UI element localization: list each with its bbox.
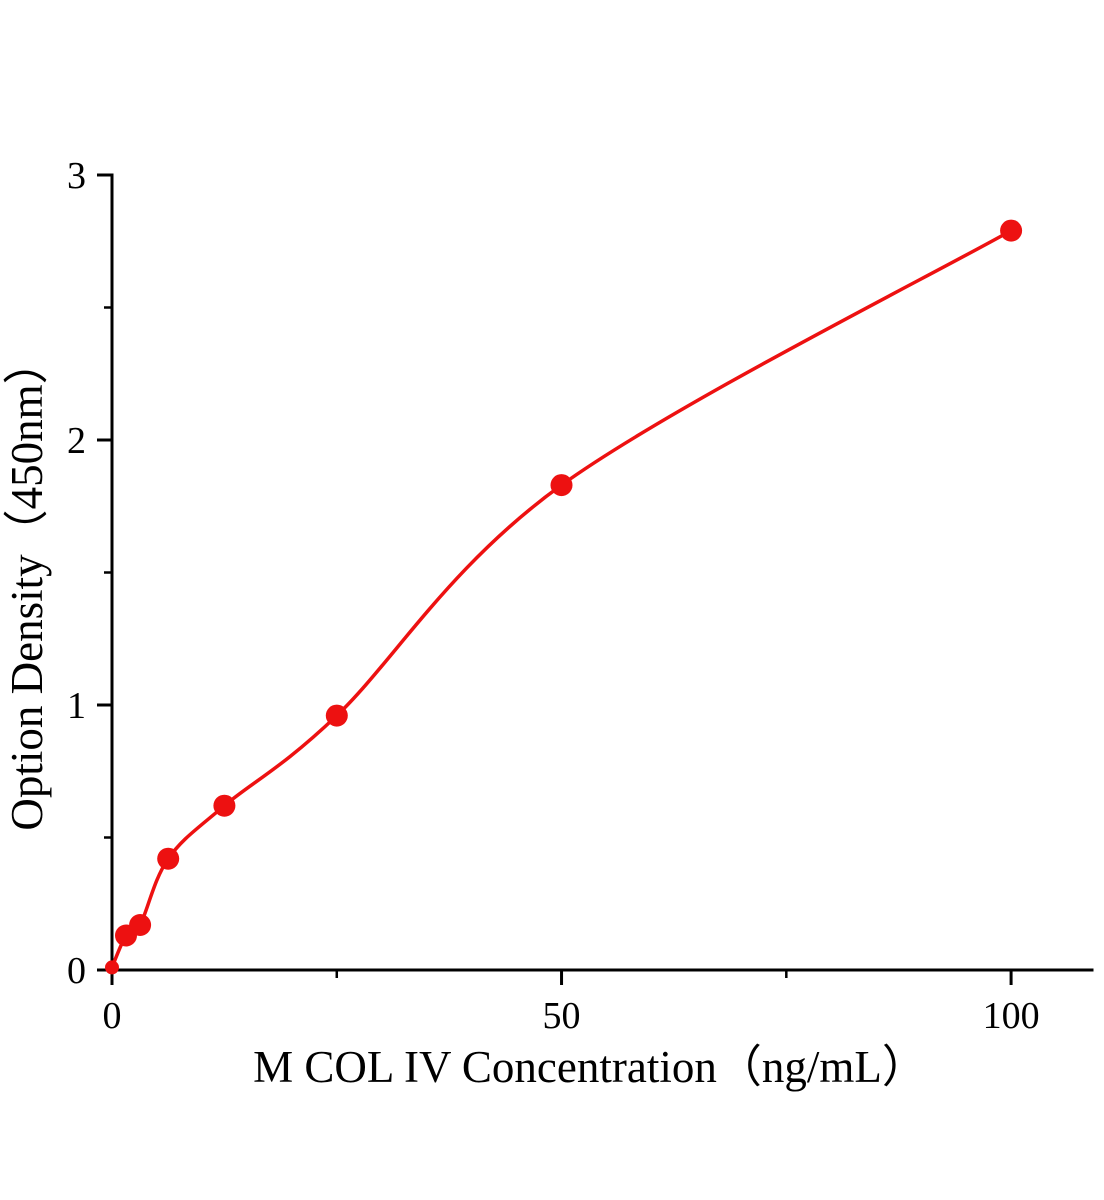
y-tick-label: 0 bbox=[67, 950, 86, 992]
y-tick-label: 3 bbox=[67, 155, 86, 197]
x-tick-label: 100 bbox=[983, 995, 1040, 1037]
x-tick-label: 0 bbox=[103, 995, 122, 1037]
y-axis-title: Option Density（450nm） bbox=[2, 339, 52, 830]
data-point bbox=[129, 914, 152, 936]
x-axis-title: M COL IV Concentration（ng/mL） bbox=[253, 1042, 927, 1092]
y-tick-label: 2 bbox=[67, 420, 86, 462]
data-point bbox=[1000, 219, 1023, 242]
axis-spines bbox=[110, 173, 1094, 972]
fit-curve bbox=[110, 228, 1013, 970]
plot-area: 0 50 100 0 1 2 3 bbox=[67, 155, 1094, 1037]
data-point bbox=[550, 474, 573, 497]
data-point bbox=[325, 704, 348, 727]
x-tick-label: 50 bbox=[543, 995, 581, 1037]
data-point bbox=[157, 847, 180, 870]
data-point bbox=[105, 960, 119, 975]
data-point bbox=[213, 794, 236, 817]
y-tick-label: 1 bbox=[67, 685, 86, 727]
